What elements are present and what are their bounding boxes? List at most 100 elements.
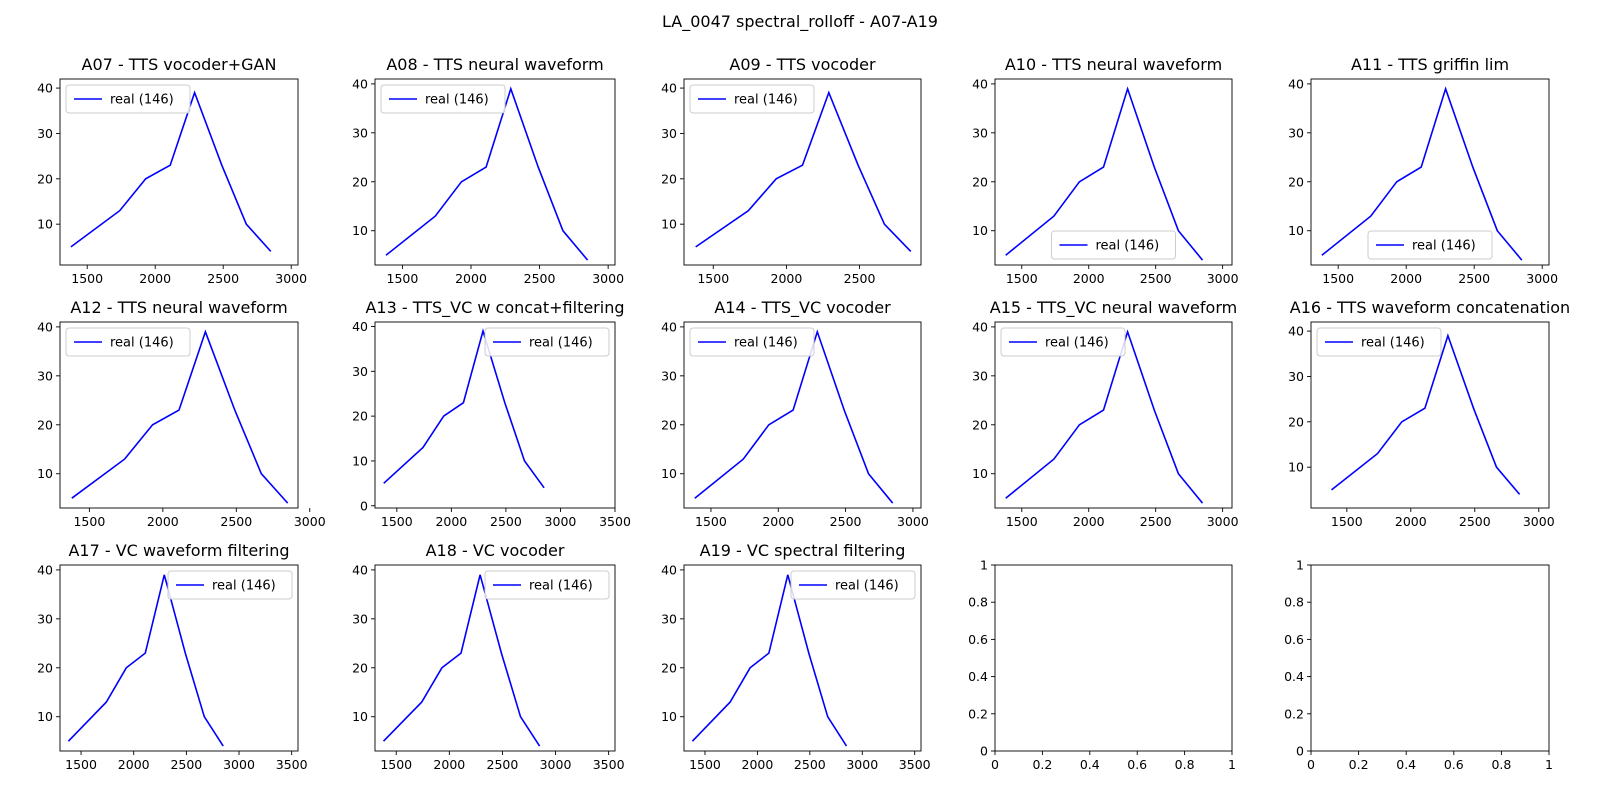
x-tick-label: 3000 [294, 514, 326, 529]
legend-label: real (146) [835, 579, 899, 594]
x-tick-label: 3000 [846, 757, 878, 772]
y-tick-label: 10 [972, 223, 988, 238]
x-tick-label: 3500 [899, 757, 931, 772]
y-tick-label: 30 [37, 126, 53, 141]
legend-label: real (146) [529, 579, 593, 594]
y-tick-label: 40 [352, 319, 368, 334]
legend: real (146) [790, 570, 916, 600]
subplot-9: A15 - TTS_VC neural waveform 1500 2000 2500… [972, 298, 1238, 529]
x-tick-label: 2000 [435, 514, 467, 529]
y-tick-label: 10 [37, 709, 53, 724]
series-line [1005, 86, 1204, 261]
series-line [67, 574, 224, 747]
legend: real (146) [689, 84, 815, 114]
series-line [382, 574, 541, 747]
y-tick-label: 40 [972, 319, 988, 334]
legend: real (146) [689, 327, 815, 357]
legend: real (146) [484, 570, 610, 600]
y-tick-label: 0.2 [968, 706, 988, 721]
subplot-title: A17 - VC waveform filtering [68, 541, 289, 560]
y-tick-label: 20 [972, 417, 988, 432]
legend: real (146) [1316, 327, 1442, 357]
x-tick-label: 3000 [275, 271, 307, 286]
x-tick-label: 2000 [455, 271, 487, 286]
y-tick-label: 30 [352, 364, 368, 379]
y-tick-label: 1 [1296, 558, 1304, 573]
y-tick-label: 0.4 [968, 669, 988, 684]
legend-box [167, 570, 293, 600]
y-tick-label: 20 [972, 174, 988, 189]
y-tick-label: 20 [37, 171, 53, 186]
y-tick-label: 10 [352, 453, 368, 468]
x-tick-label: 3000 [592, 271, 624, 286]
legend-label: real (146) [425, 93, 489, 108]
y-tick-label: 10 [352, 223, 368, 238]
y-tick-label: 40 [352, 562, 368, 577]
x-tick-label: 0.8 [1175, 757, 1195, 772]
x-tick-label: 2000 [1395, 514, 1427, 529]
x-tick-label: 1500 [71, 271, 103, 286]
subplot-5: A11 - TTS griffin lim 1500 2000 2500 3000 10 2… [1288, 55, 1558, 286]
x-tick-label: 2500 [1459, 514, 1491, 529]
subplot-title: A18 - VC vocoder [426, 541, 565, 560]
x-tick-label: 2000 [139, 271, 171, 286]
x-tick-label: 2500 [1458, 271, 1490, 286]
x-tick-label: 1500 [689, 757, 721, 772]
legend-label: real (146) [529, 336, 593, 351]
subplot-title: A07 - TTS vocoder+GAN [82, 55, 277, 74]
legend: real (146) [1051, 230, 1176, 260]
legend-label: real (146) [1361, 336, 1425, 351]
y-tick-label: 0.4 [1284, 669, 1304, 684]
x-tick-label: 3000 [1523, 514, 1555, 529]
x-tick-label: 1500 [65, 757, 97, 772]
legend: real (146) [65, 327, 191, 357]
x-tick-label: 3000 [1207, 514, 1239, 529]
y-tick-label: 10 [661, 466, 677, 481]
legend-label: real (146) [734, 336, 798, 351]
x-tick-label: 1500 [1331, 514, 1363, 529]
y-tick-label: 40 [1288, 324, 1304, 339]
y-tick-label: 30 [972, 368, 988, 383]
axes-frame [683, 321, 922, 509]
legend-box [65, 327, 191, 357]
x-tick-label: 3000 [897, 514, 929, 529]
y-tick-label: 20 [661, 417, 677, 432]
y-tick-label: 40 [661, 319, 677, 334]
y-tick-label: 40 [1288, 76, 1304, 91]
x-tick-label: 2500 [524, 271, 556, 286]
x-tick-label: 2500 [207, 271, 239, 286]
legend-box [1000, 327, 1126, 357]
subplot-13: A19 - VC spectral filtering 1500 2000 2500 3… [661, 541, 931, 772]
y-tick-label: 10 [352, 709, 368, 724]
y-tick-label: 20 [661, 171, 677, 186]
x-tick-label: 0.2 [1349, 757, 1369, 772]
y-tick-label: 20 [1288, 414, 1304, 429]
x-tick-label: 2000 [1073, 514, 1105, 529]
axes-frame [1310, 564, 1550, 752]
series-line [70, 90, 272, 252]
y-tick-label: 30 [661, 368, 677, 383]
y-tick-label: 30 [352, 125, 368, 140]
y-tick-label: 10 [661, 217, 677, 232]
x-tick-label: 2500 [830, 514, 862, 529]
x-tick-label: 1500 [381, 514, 413, 529]
legend-box [1367, 230, 1493, 260]
y-tick-label: 40 [661, 81, 677, 96]
x-tick-label: 2500 [487, 757, 519, 772]
series-line [691, 574, 848, 747]
x-tick-label: 1500 [1006, 271, 1038, 286]
subplot-title: A08 - TTS neural waveform [386, 55, 603, 74]
legend-box [689, 84, 815, 114]
legend-label: real (146) [1412, 239, 1476, 254]
legend-box [380, 84, 506, 114]
y-tick-label: 30 [37, 611, 53, 626]
y-tick-label: 20 [352, 409, 368, 424]
subplot-11: A17 - VC waveform filtering 1500 2000 2500 3… [37, 541, 308, 772]
legend: real (146) [1000, 327, 1126, 357]
subplot-1: A07 - TTS vocoder+GAN 1500 2000 2500 3000 10 2… [37, 55, 307, 286]
axes-frame [994, 78, 1233, 266]
subplot-6: A12 - TTS neural waveform 1500 2000 2500 300… [37, 298, 326, 529]
y-tick-label: 10 [972, 466, 988, 481]
x-tick-label: 2000 [1390, 271, 1422, 286]
